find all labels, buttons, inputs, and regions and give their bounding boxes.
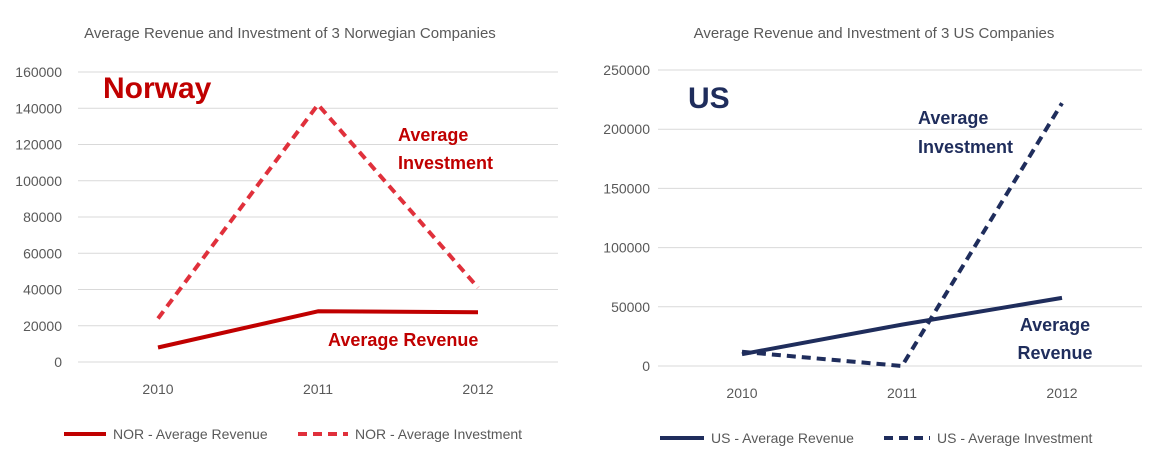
norway-y-tick-label: 0 [54,354,62,370]
us-annotation-investment: Investment [918,137,1013,157]
norway-y-tick-label: 60000 [23,245,62,261]
norway-y-tick-label: 140000 [15,100,62,116]
us-y-tick-label: 0 [642,358,650,374]
us-y-tick-label: 100000 [603,240,650,256]
us-y-tick-label: 50000 [611,299,650,315]
us-y-tick-label: 250000 [603,62,650,78]
norway-chart-svg: Average Revenue and Investment of 3 Norw… [15,25,558,442]
us-chart-svg: Average Revenue and Investment of 3 US C… [603,25,1142,446]
us-series-line-revenue [741,295,1063,357]
norway-y-tick-label: 160000 [15,64,62,80]
norway-y-tick-label: 120000 [15,137,62,153]
us-chart: Average Revenue and Investment of 3 US C… [580,0,1166,470]
norway-legend-label: NOR - Average Revenue [113,426,268,442]
norway-x-tick-label: 2011 [303,381,333,397]
us-legend-label: US - Average Revenue [711,430,854,446]
us-annotation-revenue: Average [1020,315,1090,335]
norway-annotation-investment: Investment [398,153,493,173]
norway-x-tick-label: 2012 [462,381,493,397]
us-country-label: US [688,82,730,115]
us-chart-title: Average Revenue and Investment of 3 US C… [694,25,1055,42]
norway-y-tick-label: 100000 [15,173,62,189]
us-series-line-investment [741,102,1064,368]
us-legend-label: US - Average Investment [937,430,1092,446]
norway-y-tick-label: 20000 [23,318,62,334]
us-x-tick-label: 2011 [887,385,917,401]
norway-y-tick-label: 80000 [23,209,62,225]
norway-country-label: Norway [103,72,212,105]
norway-chart: Average Revenue and Investment of 3 Norw… [0,0,560,470]
us-annotation-revenue: Revenue [1017,343,1092,363]
norway-chart-title: Average Revenue and Investment of 3 Norw… [84,25,496,42]
norway-y-tick-label: 40000 [23,282,62,298]
us-y-tick-label: 200000 [603,121,650,137]
norway-annotation-revenue: Average Revenue [328,330,478,350]
norway-legend-label: NOR - Average Investment [355,426,522,442]
norway-series-line-revenue [157,309,479,350]
norway-annotation-investment: Average [398,125,468,145]
us-x-tick-label: 2012 [1046,385,1077,401]
norway-x-tick-label: 2010 [142,381,173,397]
us-annotation-investment: Average [918,108,988,128]
us-y-tick-label: 150000 [603,180,650,196]
us-x-tick-label: 2010 [726,385,757,401]
